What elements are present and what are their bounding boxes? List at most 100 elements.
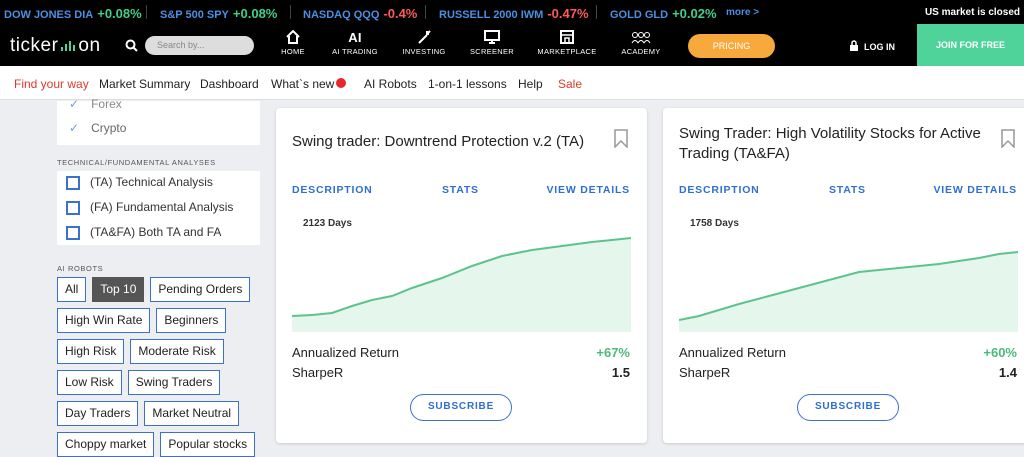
robot-tag[interactable]: Pending Orders <box>150 277 251 302</box>
card-tab[interactable]: DESCRIPTION <box>292 184 373 196</box>
login-button[interactable]: LOG IN <box>849 40 895 52</box>
more-link[interactable]: more > <box>726 7 760 18</box>
wand-icon <box>418 30 431 44</box>
card-tab[interactable]: VIEW DETAILS <box>933 184 1017 196</box>
market-label: Forex <box>91 97 122 111</box>
ai-icon: AI <box>348 30 362 45</box>
bookmark-icon[interactable] <box>614 129 628 148</box>
robot-tag[interactable]: Choppy market <box>57 432 155 457</box>
ticker-name: DOW JONES DIA <box>4 9 94 21</box>
lock-icon <box>850 40 858 51</box>
separator <box>425 5 426 19</box>
analysis-label: (FA) Fundamental Analysis <box>90 200 234 214</box>
ticker-change: -0.4% <box>383 6 418 21</box>
section-title: AI ROBOTS <box>57 264 104 273</box>
robot-tag[interactable]: Top 10 <box>92 277 145 302</box>
separator <box>596 5 597 19</box>
sub-nav-item[interactable]: 1-on-1 lessons <box>428 77 507 91</box>
robot-tag[interactable]: Market Neutral <box>144 401 240 426</box>
bookmark-icon[interactable] <box>1001 129 1015 148</box>
checkbox <box>66 200 80 215</box>
card-tab[interactable]: STATS <box>442 184 479 196</box>
robot-tag[interactable]: High Risk <box>57 339 125 364</box>
checkbox <box>66 225 80 240</box>
nav-label: INVESTING <box>402 47 446 56</box>
analysis-option[interactable]: (TA&FA) Both TA and FA <box>57 225 221 240</box>
ticker-name: RUSSELL 2000 IWM <box>439 9 544 21</box>
logo-text: on <box>78 35 101 56</box>
metric-label: SharpeR <box>679 365 731 380</box>
robot-tag[interactable]: Day Traders <box>57 401 139 426</box>
screen-icon <box>484 30 500 44</box>
robot-tag[interactable]: High Win Rate <box>57 308 151 333</box>
ticker-item[interactable]: GOLD GLD +0.02% <box>610 6 717 21</box>
sub-nav-item[interactable]: Help <box>518 77 543 91</box>
ticker-item[interactable]: NASDAQ QQQ -0.4% <box>303 6 417 21</box>
nav-bar: ticker on Search by... HOME AI AI TRADING … <box>0 24 1024 66</box>
ticker-change: +0.08% <box>97 6 142 21</box>
ticker-item[interactable]: RUSSELL 2000 IWM -0.47% <box>439 6 589 21</box>
separator <box>146 5 147 19</box>
robot-tag[interactable]: Popular stocks <box>160 432 256 457</box>
robot-tag[interactable]: Low Risk <box>57 370 122 395</box>
sub-nav-item[interactable]: Market Summary <box>99 77 191 91</box>
analysis-label: (TA&FA) Both TA and FA <box>90 225 222 239</box>
nav-label: MARKETPLACE <box>537 47 597 56</box>
ticker-change: -0.47% <box>547 6 589 21</box>
robot-tag[interactable]: Beginners <box>156 308 227 333</box>
sub-nav-item[interactable]: What`s new <box>271 77 335 91</box>
robot-tag[interactable]: All <box>57 277 87 302</box>
performance-chart <box>292 237 631 332</box>
sub-nav-item[interactable]: Find your way <box>14 77 89 91</box>
checkbox <box>66 175 80 190</box>
ticker-name: S&P 500 SPY <box>160 9 229 21</box>
card-tab[interactable]: DESCRIPTION <box>679 184 760 196</box>
subscribe-button[interactable]: SUBSCRIBE <box>410 394 512 421</box>
robot-tag[interactable]: Moderate Risk <box>130 339 224 364</box>
market-label: Crypto <box>91 121 127 135</box>
pricing-button[interactable]: PRICING <box>688 34 775 58</box>
logo[interactable]: ticker on <box>10 35 101 57</box>
market-option[interactable]: ✓ Forex <box>69 97 122 111</box>
nav-label: AI TRADING <box>332 47 378 56</box>
ticker-name: NASDAQ QQQ <box>303 9 380 21</box>
metric-value: 1.5 <box>611 365 630 380</box>
card-tab[interactable]: VIEW DETAILS <box>546 184 630 196</box>
card-title: Swing Trader: High Volatility Stocks for… <box>679 125 981 162</box>
ticker-change: +0.08% <box>232 6 278 21</box>
home-icon <box>286 30 300 44</box>
card-tab[interactable]: STATS <box>829 184 866 196</box>
robot-card: Swing trader: Downtrend Protection v.2 (… <box>276 108 647 443</box>
nav-item[interactable]: INVESTING <box>384 30 464 56</box>
ticker-item[interactable]: S&P 500 SPY +0.08% <box>160 6 277 21</box>
new-dot <box>336 78 346 88</box>
search-input[interactable]: Search by... <box>145 36 254 55</box>
nav-item[interactable]: ACADEMY <box>601 30 681 56</box>
nav-item[interactable]: MARKETPLACE <box>527 30 607 56</box>
metric-label: SharpeR <box>292 365 344 380</box>
logo-icon <box>61 41 76 51</box>
nav-item[interactable]: SCREENER <box>452 30 532 56</box>
sub-nav-item[interactable]: AI Robots <box>364 77 417 91</box>
nav-item[interactable]: HOME <box>253 30 333 56</box>
days-label: 2123 Days <box>303 218 352 229</box>
market-option[interactable]: ✓ Crypto <box>69 121 127 135</box>
nav-label: SCREENER <box>469 47 515 56</box>
analysis-option[interactable]: (TA) Technical Analysis <box>57 175 213 190</box>
days-label: 1758 Days <box>690 218 739 229</box>
nav-item[interactable]: AI AI TRADING <box>315 30 395 56</box>
metric-label: Annualized Return <box>679 345 786 360</box>
sub-nav-item[interactable]: Sale <box>558 77 583 91</box>
subscribe-button[interactable]: SUBSCRIBE <box>797 394 899 421</box>
search-icon <box>125 39 138 52</box>
nav-label: ACADEMY <box>621 47 661 56</box>
metric-value: 1.4 <box>998 365 1017 380</box>
robot-tag[interactable]: Swing Traders <box>127 370 221 395</box>
analysis-option[interactable]: (FA) Fundamental Analysis <box>57 200 233 215</box>
metric-value: +60% <box>983 345 1017 360</box>
robot-card: Swing Trader: High Volatility Stocks for… <box>663 108 1024 443</box>
join-button[interactable]: JOIN FOR FREE <box>917 24 1024 66</box>
ticker-item[interactable]: DOW JONES DIA +0.08% <box>4 6 142 21</box>
sub-nav-item[interactable]: Dashboard <box>200 77 259 91</box>
markets-panel: ✓ Forex ✓ Crypto <box>57 97 260 145</box>
